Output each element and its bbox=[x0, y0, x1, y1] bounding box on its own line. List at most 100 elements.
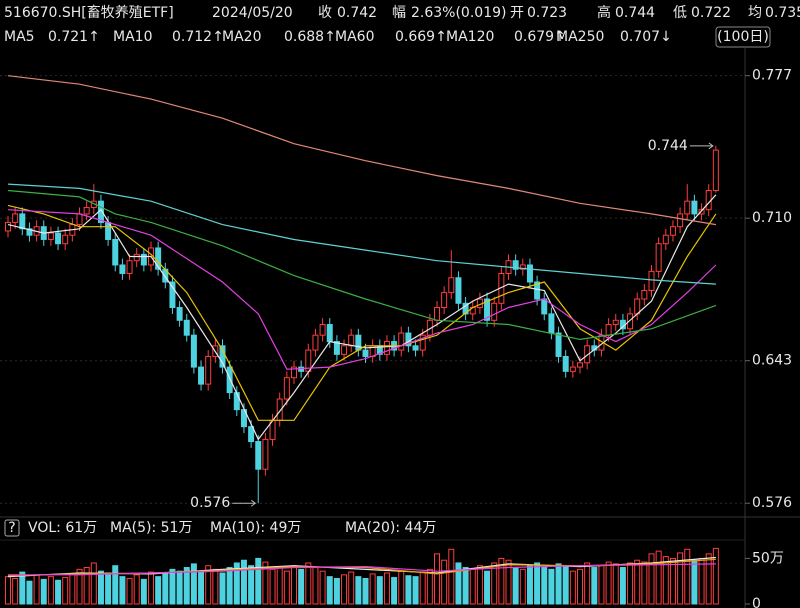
volume-bar bbox=[705, 553, 712, 605]
field-label: 幅 bbox=[392, 5, 406, 21]
volume-bar bbox=[534, 562, 541, 605]
legend-value: 0.712↑ bbox=[172, 29, 224, 45]
volume-bar bbox=[69, 573, 76, 605]
candle-body bbox=[684, 200, 691, 215]
volume-bar bbox=[12, 577, 19, 605]
volume-bar bbox=[619, 567, 626, 605]
candle-body bbox=[419, 334, 426, 351]
period-button[interactable]: (100日) bbox=[717, 29, 769, 45]
volume-bar bbox=[205, 565, 212, 605]
volume-bar bbox=[369, 573, 376, 605]
candle-body bbox=[298, 366, 305, 372]
volume-bar bbox=[412, 576, 419, 605]
field-value: 0.742 bbox=[337, 5, 377, 21]
period-button-frame[interactable] bbox=[715, 26, 771, 48]
candle-body bbox=[562, 355, 569, 372]
volume-bar bbox=[148, 571, 154, 605]
candle-body bbox=[641, 290, 648, 300]
candle-body bbox=[183, 319, 190, 336]
annotation-label: 0.576 bbox=[190, 495, 230, 511]
volume-bar bbox=[90, 562, 97, 605]
candle-body bbox=[541, 298, 548, 315]
volume-bar bbox=[355, 576, 362, 605]
candle-body bbox=[19, 213, 26, 230]
volume-bar bbox=[469, 568, 476, 605]
volume-bar bbox=[448, 548, 455, 605]
candle-body bbox=[605, 324, 612, 336]
field-label: 开 bbox=[510, 5, 524, 21]
volume-bar bbox=[491, 562, 498, 605]
candle-body bbox=[348, 334, 355, 347]
candle-body bbox=[569, 366, 576, 372]
candle-body bbox=[441, 292, 448, 309]
candle-body bbox=[341, 345, 348, 355]
volume-bar bbox=[169, 568, 176, 605]
candle-body bbox=[455, 277, 462, 304]
legend-name: MA250 bbox=[556, 29, 604, 45]
volume-bar bbox=[419, 571, 426, 605]
candle-body bbox=[519, 264, 526, 270]
volume-bar bbox=[434, 553, 440, 605]
help-icon[interactable]: ? bbox=[8, 520, 15, 536]
candle-body bbox=[112, 238, 119, 266]
candle-body bbox=[248, 426, 255, 443]
volume-bar bbox=[19, 571, 26, 605]
field-value: 0.723 bbox=[527, 5, 567, 21]
candle-body bbox=[534, 281, 541, 300]
volume-bar bbox=[62, 577, 69, 605]
volume-bar bbox=[562, 565, 569, 605]
volume-bar bbox=[677, 552, 684, 605]
candle-body bbox=[362, 349, 369, 357]
volume-bar bbox=[341, 574, 348, 605]
annotation-arrowhead bbox=[708, 142, 714, 150]
volume-bar bbox=[83, 567, 90, 605]
candle-body bbox=[512, 260, 519, 270]
volume-bar bbox=[641, 561, 648, 605]
candle-body bbox=[205, 355, 212, 385]
volume-bar bbox=[605, 561, 612, 605]
legend-name: MA10 bbox=[113, 29, 152, 45]
volume-bar bbox=[476, 565, 483, 605]
volume-bar bbox=[655, 550, 662, 605]
moving-average-line bbox=[7, 75, 716, 226]
volume-bar bbox=[97, 570, 104, 605]
volume-bar bbox=[5, 576, 11, 605]
volume-bar bbox=[298, 568, 305, 605]
field-value: 2.63%(0.019) bbox=[411, 5, 506, 21]
field-label: 收 bbox=[318, 5, 332, 21]
volume-bar bbox=[112, 565, 119, 605]
help-icon-frame[interactable] bbox=[4, 519, 20, 537]
candle-body bbox=[691, 200, 698, 215]
y-tick-label: 0.777 bbox=[752, 68, 792, 84]
candle-body bbox=[627, 313, 634, 330]
volume-bar bbox=[684, 548, 691, 605]
plot-area bbox=[0, 75, 745, 605]
volume-bar bbox=[505, 559, 512, 605]
candle-body bbox=[219, 345, 226, 368]
candle-body bbox=[233, 392, 240, 411]
candle-body bbox=[5, 221, 11, 232]
volume-bar bbox=[555, 563, 562, 605]
candle-body bbox=[462, 302, 469, 315]
candle-body bbox=[119, 264, 126, 274]
annotation-label: 0.744 bbox=[648, 138, 688, 154]
volume-bar bbox=[269, 568, 276, 605]
moving-average-line bbox=[8, 563, 716, 576]
moving-average-line bbox=[7, 189, 717, 341]
candle-body bbox=[190, 334, 197, 368]
candle-body bbox=[55, 232, 62, 245]
candle-body bbox=[548, 313, 555, 334]
volume-bar bbox=[426, 568, 433, 605]
volume-bar bbox=[55, 579, 62, 605]
volume-bar bbox=[627, 562, 634, 605]
volume-bar bbox=[212, 568, 219, 605]
legend-value: 0.707↓ bbox=[620, 29, 672, 45]
volume-bar bbox=[383, 572, 390, 605]
volume-bar bbox=[276, 567, 283, 605]
candle-body bbox=[76, 213, 83, 226]
legend-name: MA20 bbox=[222, 29, 261, 45]
candle-body bbox=[83, 207, 90, 215]
volume-bar bbox=[405, 575, 412, 605]
volume-bar bbox=[698, 557, 705, 605]
volume-bar bbox=[155, 576, 162, 605]
